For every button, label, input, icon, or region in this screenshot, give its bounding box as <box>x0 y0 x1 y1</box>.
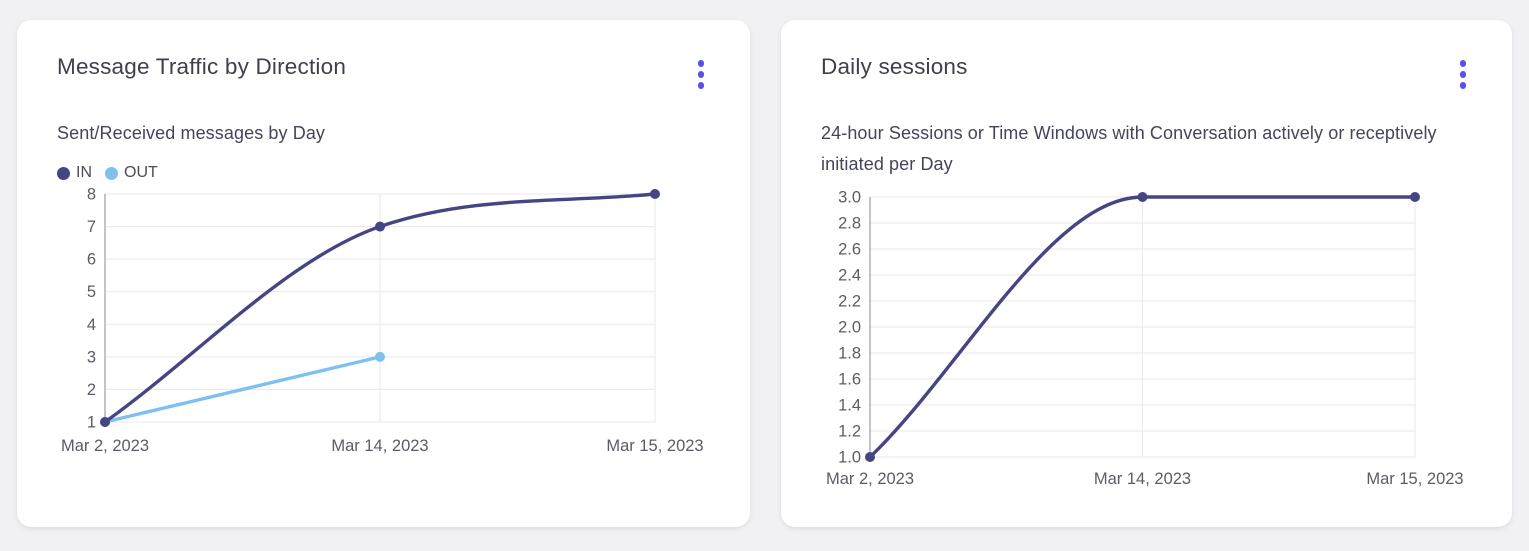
data-point[interactable] <box>100 417 110 427</box>
y-tick-label: 5 <box>87 283 96 301</box>
card-title: Daily sessions <box>821 54 968 79</box>
x-tick-label: Mar 2, 2023 <box>61 437 149 455</box>
x-tick-label: Mar 14, 2023 <box>1094 470 1191 488</box>
x-tick-label: Mar 2, 2023 <box>826 470 914 488</box>
y-tick-label: 8 <box>87 186 96 204</box>
series-line <box>868 194 1417 459</box>
y-tick-label: 1.6 <box>838 370 861 388</box>
series-line-out <box>103 355 382 424</box>
card-header: Daily sessions <box>821 53 1472 93</box>
y-tick-label: 2.8 <box>838 214 861 232</box>
legend-label: OUT <box>124 164 158 181</box>
chart-canvas: 1.0 1.2 1.4 1.6 1.8 2.0 2.2 2.4 2.6 2.8 3.0 Mar 2, … <box>826 188 1464 488</box>
y-tick-label: 1.2 <box>838 422 861 440</box>
y-tick-label: 6 <box>87 251 96 269</box>
card-daily-sessions: Daily sessions 24-hour Sessions or Time … <box>781 20 1512 527</box>
legend-dot-icon <box>105 166 118 180</box>
y-tick-label: 1.4 <box>838 396 861 414</box>
data-point[interactable] <box>375 221 385 232</box>
data-point[interactable] <box>1410 191 1420 202</box>
y-tick-label: 1 <box>87 414 96 432</box>
data-point[interactable] <box>375 351 385 362</box>
card-subtitle: Sent/Received messages by Day <box>57 122 326 143</box>
legend-dot-icon <box>57 166 70 180</box>
card-header: Message Traffic by Direction <box>57 53 710 93</box>
legend-item-out[interactable]: OUT <box>105 164 158 182</box>
y-tick-label: 3.0 <box>838 188 861 206</box>
x-tick-label: Mar 15, 2023 <box>606 437 703 455</box>
daily-sessions-line-chart[interactable]: 1.0 1.2 1.4 1.6 1.8 2.0 2.2 2.4 2.6 2.8 3.0 Mar 2, … <box>821 188 1472 493</box>
message-traffic-line-chart[interactable]: 1 2 3 4 5 6 7 8 Mar 2, 2023 Mar 14, 2023 Mar 15, 2… <box>57 185 710 457</box>
x-tick-label: Mar 14, 2023 <box>331 437 428 455</box>
y-tick-label: 3 <box>87 348 96 366</box>
card-title: Message Traffic by Direction <box>57 54 347 79</box>
y-tick-label: 2.2 <box>838 292 861 310</box>
data-point[interactable] <box>1137 191 1148 202</box>
chart-legend: IN OUT <box>57 164 710 182</box>
kebab-menu-icon[interactable] <box>1454 56 1473 93</box>
y-tick-label: 2 <box>87 381 96 399</box>
card-subtitle: 24-hour Sessions or Time Windows with Co… <box>821 122 1437 175</box>
y-tick-label: 7 <box>87 218 96 236</box>
legend-item-in[interactable]: IN <box>57 164 92 182</box>
legend-label: IN <box>76 164 92 181</box>
y-tick-label: 1.8 <box>838 344 861 362</box>
kebab-menu-icon[interactable] <box>692 56 711 93</box>
y-tick-label: 2.4 <box>838 266 861 284</box>
card-message-traffic: Message Traffic by Direction Sent/Receiv… <box>17 20 750 527</box>
y-tick-label: 2.6 <box>838 240 861 258</box>
data-point[interactable] <box>865 451 875 462</box>
y-tick-label: 1.0 <box>838 448 861 466</box>
y-tick-label: 2.0 <box>838 318 861 336</box>
x-tick-label: Mar 15, 2023 <box>1366 470 1463 488</box>
chart-canvas: 1 2 3 4 5 6 7 8 Mar 2, 2023 Mar 14, 2023 Mar 15, 2… <box>61 186 704 456</box>
data-point[interactable] <box>650 189 660 199</box>
y-tick-label: 4 <box>87 316 96 334</box>
